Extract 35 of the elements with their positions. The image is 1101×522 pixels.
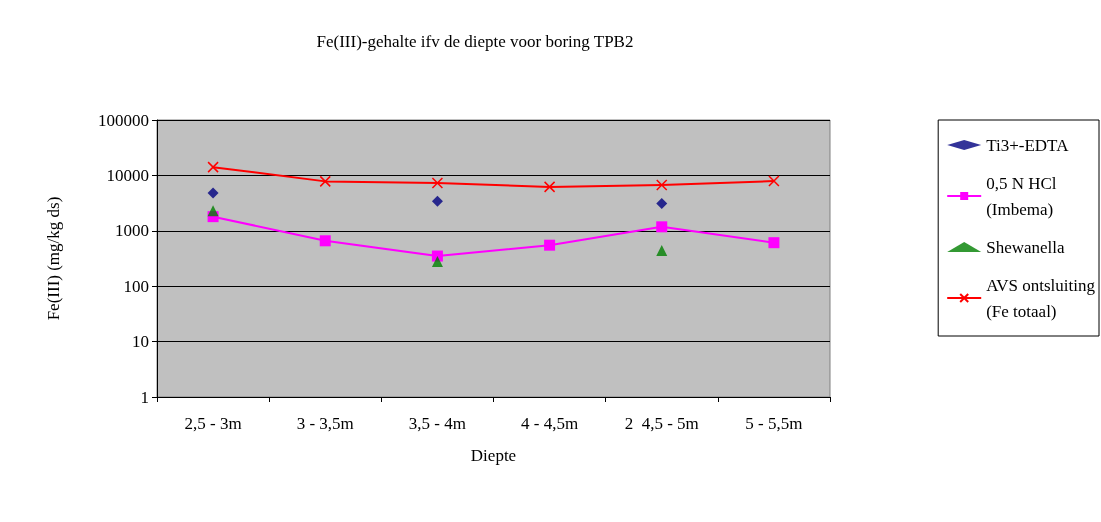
point xyxy=(207,187,219,199)
point xyxy=(656,221,668,233)
y-tick-label: 100 xyxy=(123,276,149,296)
chart-title: Fe(III)-gehalte ifv de diepte voor boring TPB2 xyxy=(316,32,634,51)
legend-label: Shewanella xyxy=(986,237,1066,257)
point xyxy=(656,198,668,210)
y-tick-label: 10000 xyxy=(106,165,149,185)
point xyxy=(207,205,219,217)
point xyxy=(319,235,331,247)
point xyxy=(207,161,219,173)
x-tick-label: 2,5 - 3m xyxy=(184,414,242,433)
legend-label: AVS ontsluiting (Fe totaal) xyxy=(986,275,1096,321)
point xyxy=(768,237,780,249)
y-tick-label: 1000 xyxy=(115,221,149,241)
y-axis-title: Fe(III) (mg/kg ds) xyxy=(44,196,63,321)
x-axis-title: Diepte xyxy=(470,446,517,465)
point xyxy=(319,175,331,188)
point xyxy=(543,181,556,193)
point xyxy=(431,255,443,267)
x-tick-label: 2 4,5 - 5m xyxy=(624,414,699,433)
point xyxy=(656,245,668,257)
point xyxy=(431,177,444,189)
legend-label: 0,5 N HCl (Imbema) xyxy=(986,173,1057,219)
x-tick-label: 3 - 3,5m xyxy=(296,414,354,433)
point xyxy=(656,179,668,191)
point xyxy=(431,195,443,207)
y-tick-label: 100000 xyxy=(98,110,149,130)
x-tick-label: 3,5 - 4m xyxy=(408,414,466,433)
legend-label: Ti3+-EDTA xyxy=(986,135,1070,155)
x-tick-label: 5 - 5,5m xyxy=(745,414,803,433)
point xyxy=(768,175,780,187)
y-tick-label: 10 xyxy=(132,332,149,352)
x-tick-label: 4 - 4,5m xyxy=(521,414,579,433)
y-tick-label: 1 xyxy=(140,387,149,407)
point xyxy=(544,239,556,251)
